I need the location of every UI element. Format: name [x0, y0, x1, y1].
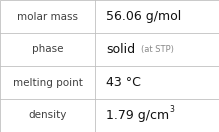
Text: 43 °C: 43 °C — [106, 76, 141, 89]
Text: density: density — [28, 110, 67, 121]
Text: solid: solid — [106, 43, 135, 56]
Text: molar mass: molar mass — [17, 11, 78, 22]
Text: (at STP): (at STP) — [141, 45, 174, 54]
Text: 3: 3 — [169, 105, 174, 114]
Text: melting point: melting point — [13, 77, 83, 88]
Text: 1.79 g/cm: 1.79 g/cm — [106, 109, 169, 122]
Text: 56.06 g/mol: 56.06 g/mol — [106, 10, 182, 23]
Text: phase: phase — [32, 44, 63, 55]
